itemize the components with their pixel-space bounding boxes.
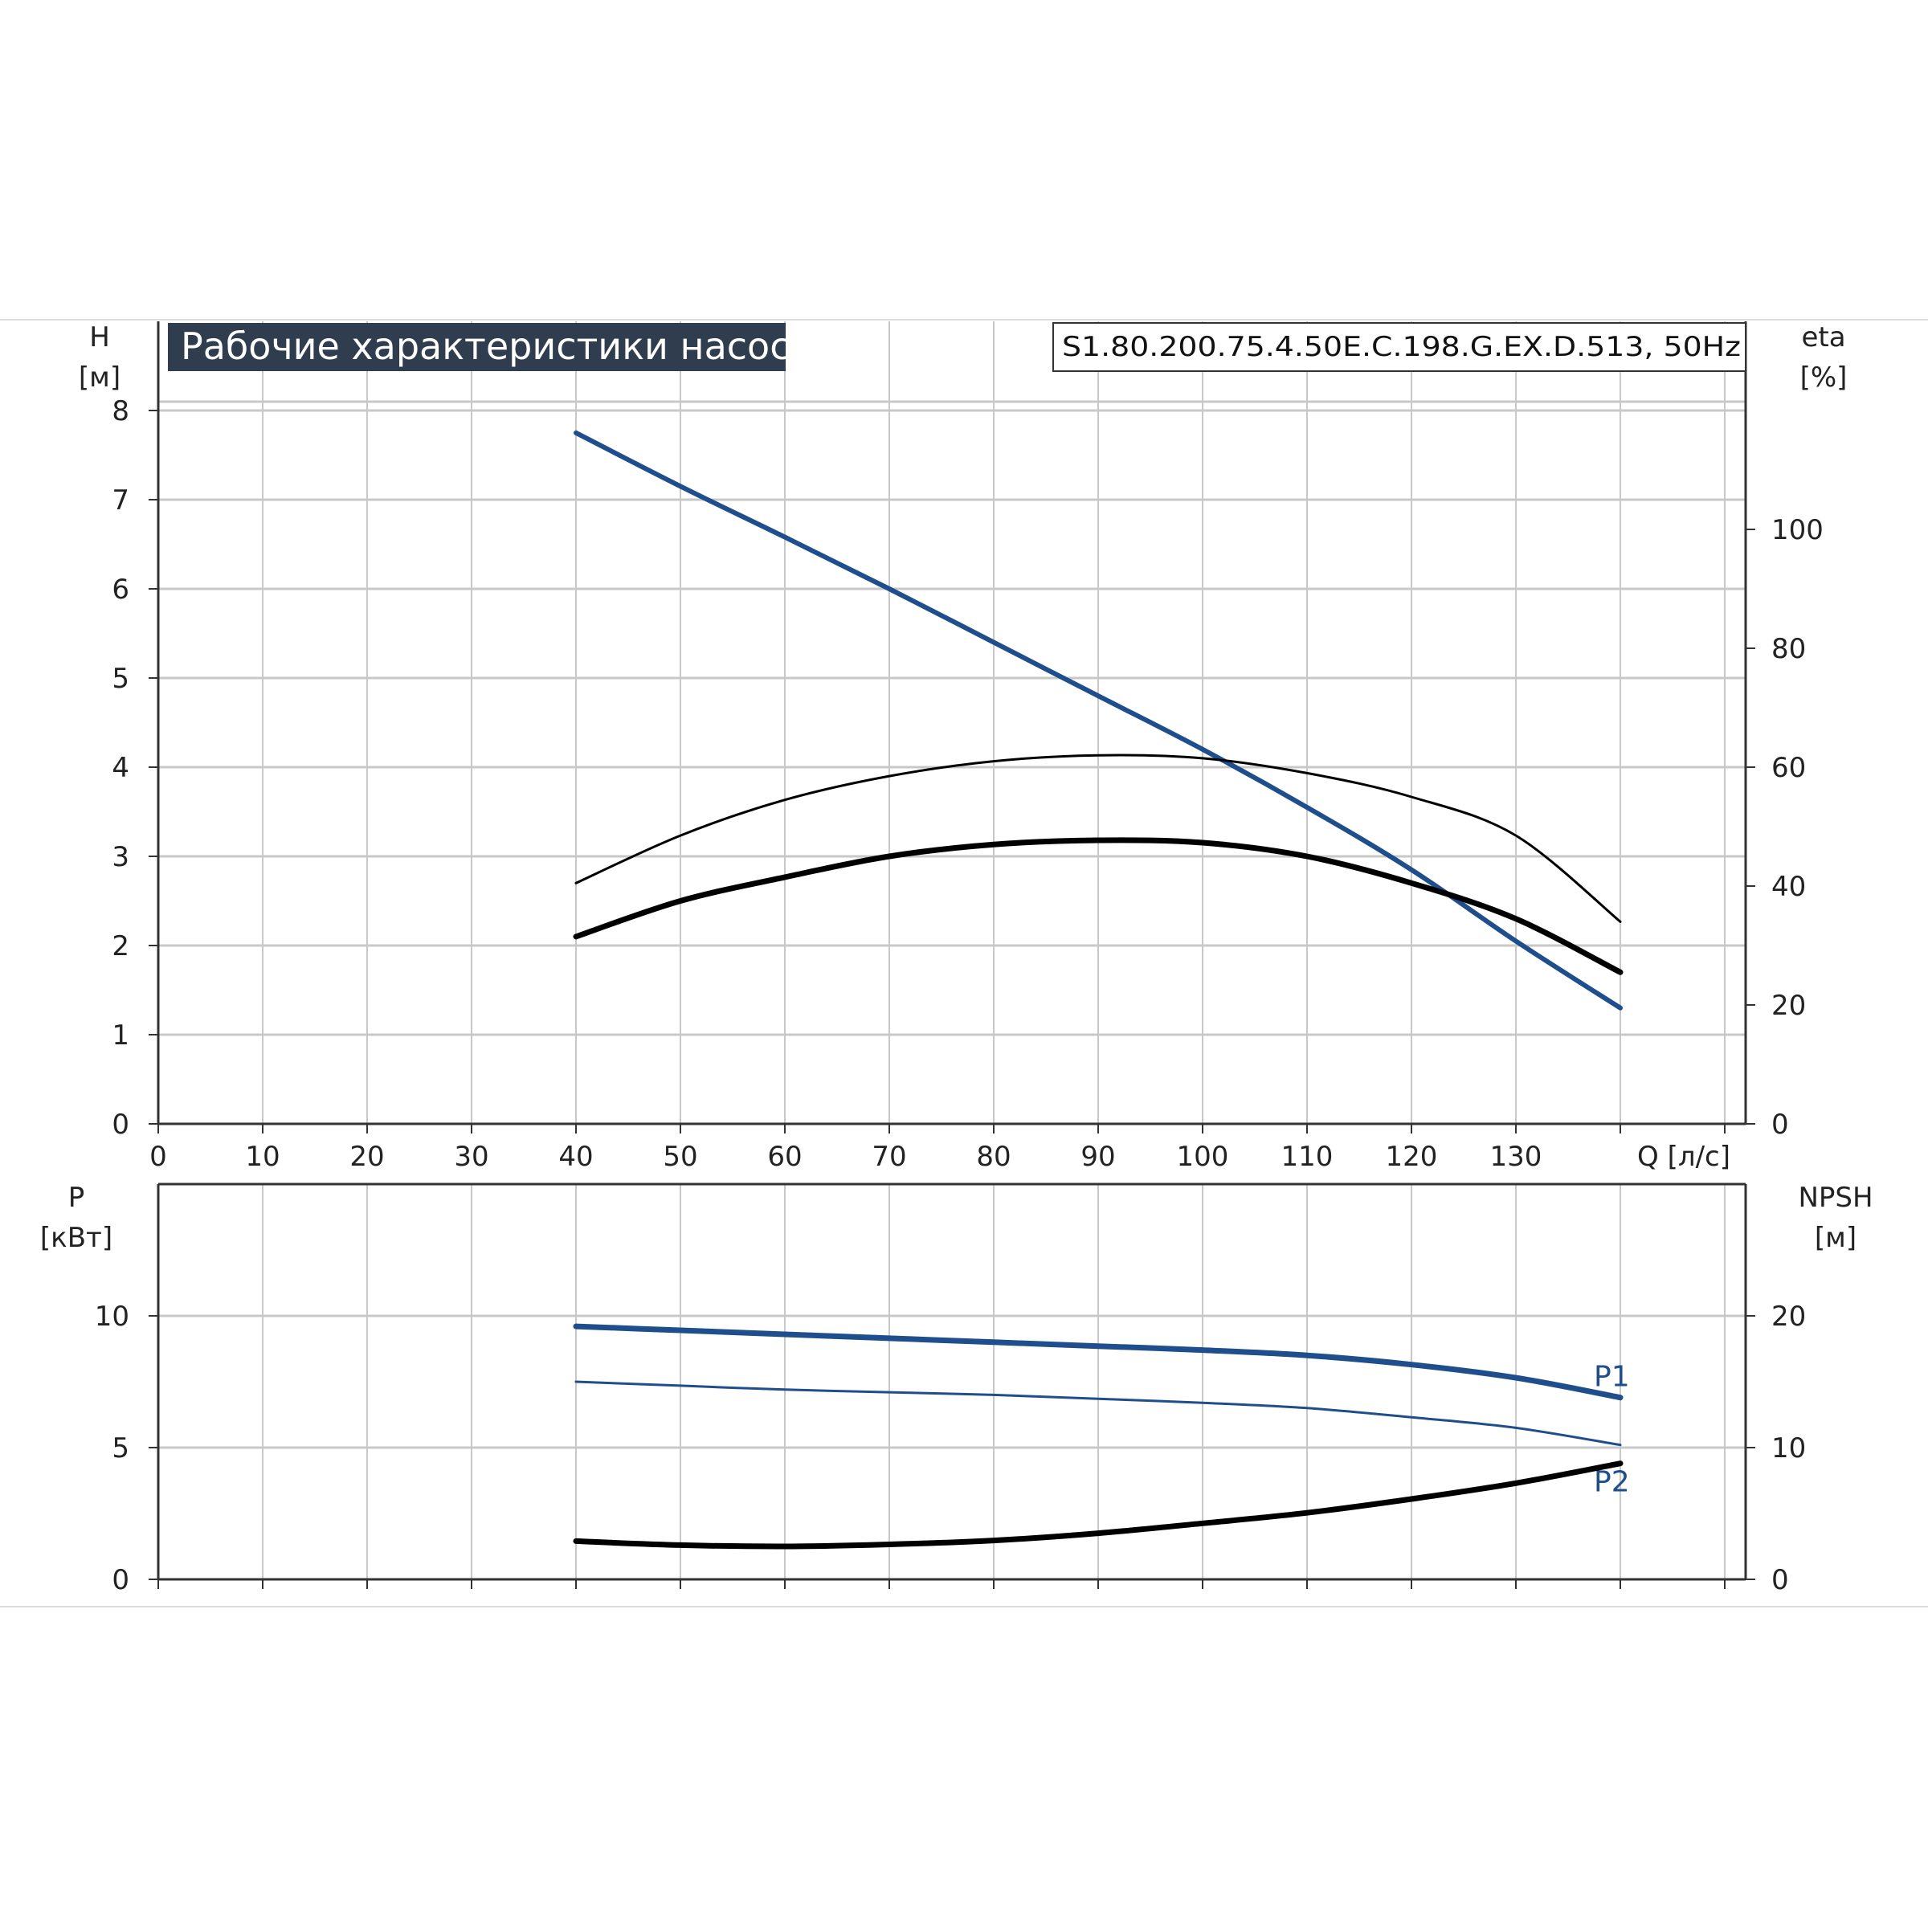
series-line-p2 <box>574 1380 1622 1447</box>
npsh-axis-label-line: [м] <box>1815 1222 1857 1254</box>
bottom-series: P1 P2 <box>573 1323 1630 1550</box>
x-tick-label: 20 <box>349 1141 384 1173</box>
labels: H [м] eta [%] Q [л/с] P [кВт] NPSH [м] <box>40 321 1873 1254</box>
series-label-p2: P2 <box>1594 1466 1630 1499</box>
y-tick-label: 10 <box>95 1301 129 1333</box>
y-tick-label: 6 <box>112 574 129 606</box>
npsh-axis-label: NPSH [м] <box>1798 1182 1873 1254</box>
y-tick-label: 5 <box>112 663 129 695</box>
x-tick-label: 40 <box>558 1141 593 1173</box>
x-tick-label: 110 <box>1281 1141 1334 1173</box>
x-tick-label: 0 <box>149 1141 167 1173</box>
y2-tick-label: 80 <box>1771 633 1806 665</box>
y-tick-label: 2 <box>112 930 129 962</box>
series-line-1 <box>574 754 1622 923</box>
p-axis-label-line: [кВт] <box>40 1222 112 1254</box>
y2-tick-label: 60 <box>1771 752 1806 784</box>
y2-tick-label: 40 <box>1771 871 1806 903</box>
x-tick-label: 50 <box>663 1141 697 1173</box>
y2-tick-label: 0 <box>1771 1109 1789 1141</box>
y-tick-label: 5 <box>112 1432 129 1464</box>
top-axes: 0 10 20 30 40 50 60 70 80 90 100 110 120 130012345678… <box>112 321 1824 1173</box>
x-tick-label: 10 <box>245 1141 280 1173</box>
bottom-axes: 0 5 10 0 10 20 <box>95 1182 1806 1596</box>
y2-axis-label-line: [%] <box>1800 361 1848 394</box>
title-box <box>168 323 786 371</box>
y2-tick-label: 0 <box>1771 1564 1789 1596</box>
top-grid <box>158 321 1746 1124</box>
x-tick-label: 30 <box>454 1141 488 1173</box>
series-line-2 <box>573 837 1624 975</box>
y-axis-label: H [м] <box>79 321 120 394</box>
bottom-grid <box>158 1184 1746 1579</box>
series-label-p1: P1 <box>1594 1361 1630 1394</box>
npsh-axis-label-line: NPSH <box>1798 1182 1873 1214</box>
y2-tick-label: 20 <box>1771 990 1806 1022</box>
y-tick-label: 4 <box>112 752 129 784</box>
y2-tick-label: 10 <box>1771 1432 1806 1464</box>
y2-tick-label: 20 <box>1771 1301 1806 1333</box>
x-axis-label: Q [л/с] <box>1637 1141 1730 1173</box>
x-tick-label: 70 <box>872 1141 906 1173</box>
y-axis-label-line: H <box>89 321 110 353</box>
p-axis-label-line: P <box>68 1182 85 1214</box>
y-tick-label: 1 <box>112 1019 129 1052</box>
x-tick-label: 60 <box>767 1141 802 1173</box>
x-tick-label: 90 <box>1080 1141 1115 1173</box>
y-tick-label: 7 <box>112 484 129 517</box>
y2-axis-label: eta [%] <box>1800 321 1848 394</box>
y-tick-label: 3 <box>112 841 129 873</box>
y2-tick-label: 100 <box>1771 514 1824 546</box>
x-tick-label: 130 <box>1490 1141 1542 1173</box>
series-line-npsh <box>573 1460 1624 1550</box>
model-label: S1.80.200.75.4.50E.C.198.G.EX.D.513, 50H… <box>1062 331 1741 363</box>
p-axis-label: P [кВт] <box>40 1182 112 1254</box>
chart-title: Рабочие характеристики насоса <box>181 325 813 368</box>
x-tick-label: 80 <box>976 1141 1011 1173</box>
y-axis-label-line: [м] <box>79 361 120 394</box>
top-series <box>573 430 1624 1011</box>
model-box <box>1052 322 1746 372</box>
series-line-p1 <box>573 1323 1624 1401</box>
x-tick-label: 100 <box>1177 1141 1229 1173</box>
y2-axis-label-line: eta <box>1801 321 1845 353</box>
y-tick-label: 0 <box>112 1109 129 1141</box>
x-tick-label: 120 <box>1386 1141 1438 1173</box>
y-tick-label: 0 <box>112 1564 129 1596</box>
y-tick-label: 8 <box>112 395 129 427</box>
